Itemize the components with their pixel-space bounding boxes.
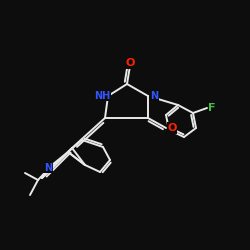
Text: O: O [167, 123, 177, 133]
Text: F: F [208, 103, 216, 113]
Text: N: N [150, 91, 158, 101]
Text: NH: NH [94, 91, 110, 101]
Text: N: N [44, 163, 52, 173]
Text: O: O [125, 58, 135, 68]
